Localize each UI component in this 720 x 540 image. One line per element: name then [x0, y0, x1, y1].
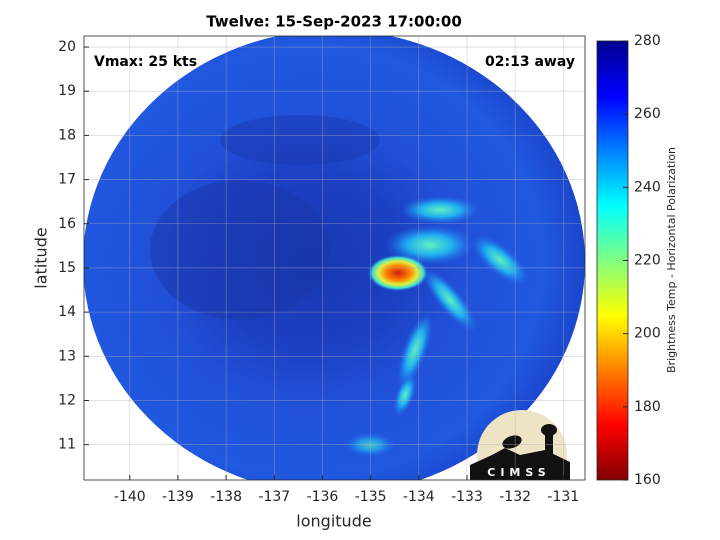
x-tick-label: -138	[210, 489, 242, 505]
colorbar-tick-label: 160	[634, 472, 661, 488]
y-tick-label: 18	[58, 127, 76, 143]
colorbar-tick-label: 180	[634, 399, 661, 415]
x-tick-label: -137	[258, 489, 290, 505]
x-tick-label: -135	[355, 489, 387, 505]
x-tick-label: -139	[162, 489, 194, 505]
y-tick-label: 12	[58, 392, 76, 408]
swath-image	[84, 36, 585, 480]
y-tick-label: 11	[58, 437, 76, 453]
logo: CIMSS	[470, 410, 570, 480]
y-tick-label: 17	[58, 172, 76, 188]
x-tick-label: -132	[499, 489, 531, 505]
colorbar-tick-label: 200	[634, 326, 661, 342]
x-tick-label: -136	[307, 489, 339, 505]
y-tick-label: 16	[58, 216, 76, 232]
x-tick-label: -134	[403, 489, 435, 505]
colorbar-tick-label: 220	[634, 253, 661, 269]
annotation: Vmax: 25 kts	[94, 54, 197, 70]
colorbar-tick-label: 260	[634, 106, 661, 122]
plot-frame	[83, 35, 586, 481]
x-tick-label: -131	[547, 489, 579, 505]
colorbar-tick-label: 240	[634, 179, 661, 195]
annotation: 02:13 away	[485, 54, 575, 70]
y-tick-label: 15	[58, 260, 76, 276]
y-tick-label: 19	[58, 83, 76, 99]
colorbar	[596, 40, 629, 481]
x-tick-label: -140	[114, 489, 146, 505]
y-tick-label: 13	[58, 348, 76, 364]
colorbar-label: Brightness Temp - Horizontal Polarizatio…	[665, 147, 678, 373]
chart-title: Twelve: 15-Sep-2023 17:00:00	[206, 13, 462, 31]
y-tick-label: 14	[58, 304, 76, 320]
colorbar-tick-label: 280	[634, 33, 661, 49]
y-axis-label: latitude	[32, 227, 51, 288]
x-tick-label: -133	[451, 489, 483, 505]
logo-text: CIMSS	[487, 466, 550, 479]
y-tick-label: 20	[58, 39, 76, 55]
x-axis-label: longitude	[296, 512, 371, 531]
